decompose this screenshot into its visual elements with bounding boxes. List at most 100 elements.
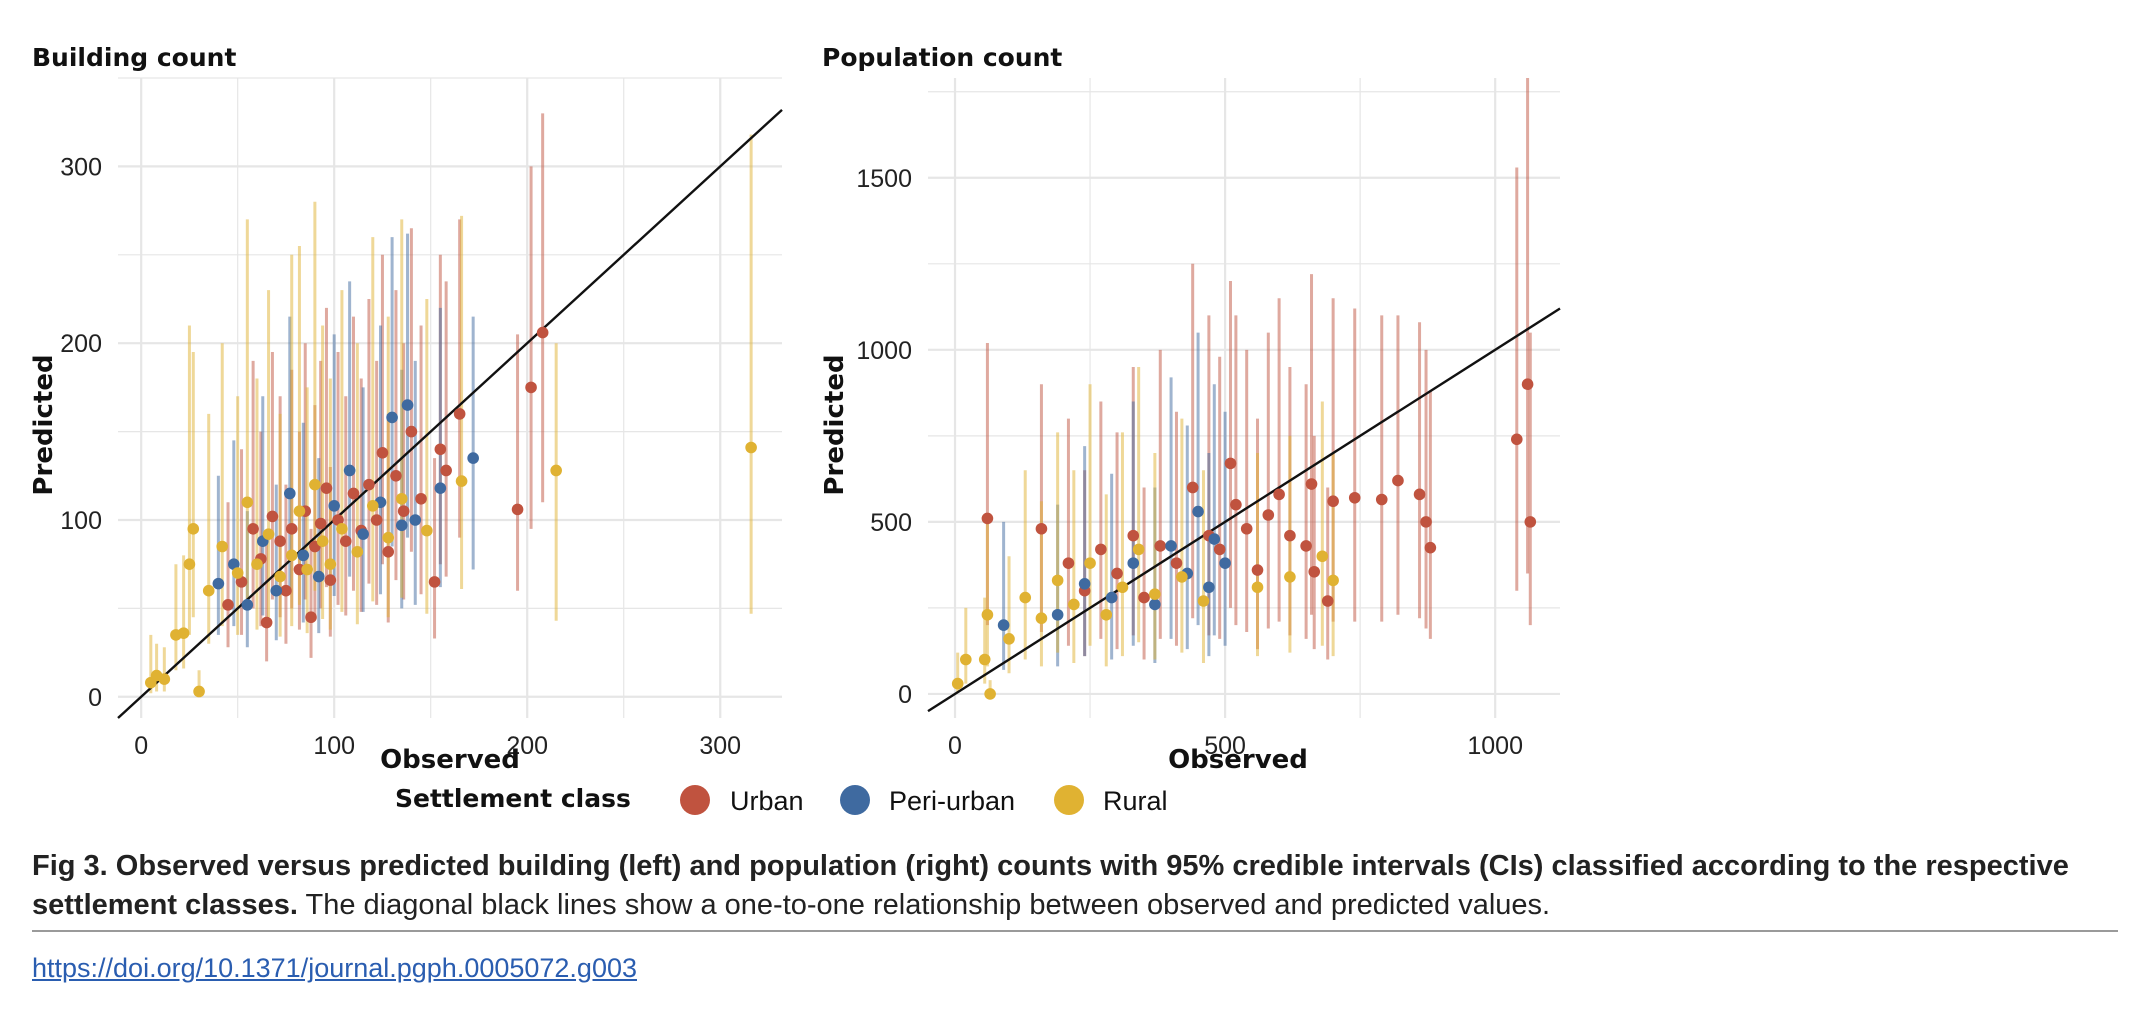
data-point [343,464,356,477]
data-point [312,570,325,583]
data-point [1149,598,1161,611]
data-point [1375,493,1388,506]
data-point [1035,612,1048,625]
data-point [1392,474,1404,487]
data-point [382,531,395,544]
data-point [745,441,757,454]
data-point [177,627,190,639]
one-to-one-line [117,108,783,719]
data-point [301,563,313,576]
data-point [336,523,348,535]
data-point [1240,522,1253,535]
data-point [363,478,375,491]
y-tick-label: 1000 [856,337,912,365]
data-point [1154,540,1167,552]
data-point [1176,571,1188,583]
x-tick-label: 0 [948,732,962,760]
data-point [1186,481,1199,494]
y-tick-label: 300 [60,153,102,181]
data-point [1524,516,1537,528]
data-point [1100,608,1113,621]
data-point [440,464,452,477]
data-point [274,535,286,548]
data-point [981,608,994,621]
data-point [1251,564,1264,576]
data-point [222,599,234,611]
data-point [1170,557,1183,569]
y-axis-title-building: Predicted [29,354,59,495]
doi-link[interactable]: https://doi.org/10.1371/journal.pgph.000… [32,953,637,983]
data-point [536,326,549,339]
y-tick-label: 100 [60,507,102,535]
data-point [434,443,447,456]
population-count-panel: Population count 0 500 1000 0 500 1000 1500 Ob… [820,43,1561,775]
data-point [1316,550,1329,563]
data-point [455,475,468,487]
data-point [1413,488,1426,501]
x-tick-label: 300 [699,732,741,760]
data-point [1424,541,1437,554]
data-point [351,546,364,558]
data-point [1116,581,1129,594]
data-point [1327,574,1339,587]
data-point [274,570,286,583]
data-point [270,584,283,597]
data-point [1197,595,1210,607]
legend-label-peri-urban: Peri-urban [889,786,1015,816]
data-point [228,558,240,570]
data-point [1219,557,1231,569]
panel-title-building: Building count [32,43,236,72]
data-point [202,584,215,597]
data-point [347,487,360,500]
data-point [235,576,248,588]
data-point [1192,505,1204,518]
data-point [1095,543,1107,556]
data-point [283,487,296,500]
data-point [1284,529,1296,542]
data-point [978,653,991,666]
data-point [1019,591,1032,604]
x-tick-label: 100 [313,732,355,760]
data-point [309,478,321,491]
data-point [280,584,292,597]
data-point [1208,533,1221,545]
data-point [314,517,327,530]
data-point [1149,588,1161,600]
data-point [1068,598,1080,611]
legend-swatch-peri-urban [840,785,870,815]
x-axis-title-population: Observed [1168,745,1308,775]
data-point [997,619,1010,631]
data-point [981,512,994,525]
data-point [370,514,383,526]
data-point [212,577,225,590]
data-point [1348,491,1361,504]
data-point [434,482,447,494]
data-point [421,524,433,537]
data-point [415,492,427,505]
data-point [1078,578,1091,590]
data-point [1165,540,1177,552]
data-point [1284,571,1296,583]
data-point [1035,522,1048,535]
data-point [428,576,441,588]
data-point [1230,498,1242,511]
data-point [251,558,263,570]
x-tick-label: 200 [506,732,548,760]
data-point [1132,543,1145,556]
data-point [467,452,479,464]
data-point [332,514,344,526]
data-point [1203,581,1215,594]
data-point [960,653,972,666]
figure-canvas: Building count 0 100 200 300 0 100 200 300 Obse… [29,43,1561,816]
legend-swatch-rural [1054,785,1084,815]
data-point [1510,433,1523,446]
data-point [266,510,279,523]
data-point [1273,488,1285,501]
data-point [1224,457,1237,470]
data-point [1062,557,1075,569]
data-point [1251,581,1264,594]
data-point [366,500,379,512]
y-tick-label: 500 [870,509,912,537]
data-point [1300,540,1312,552]
data-point [187,523,200,535]
